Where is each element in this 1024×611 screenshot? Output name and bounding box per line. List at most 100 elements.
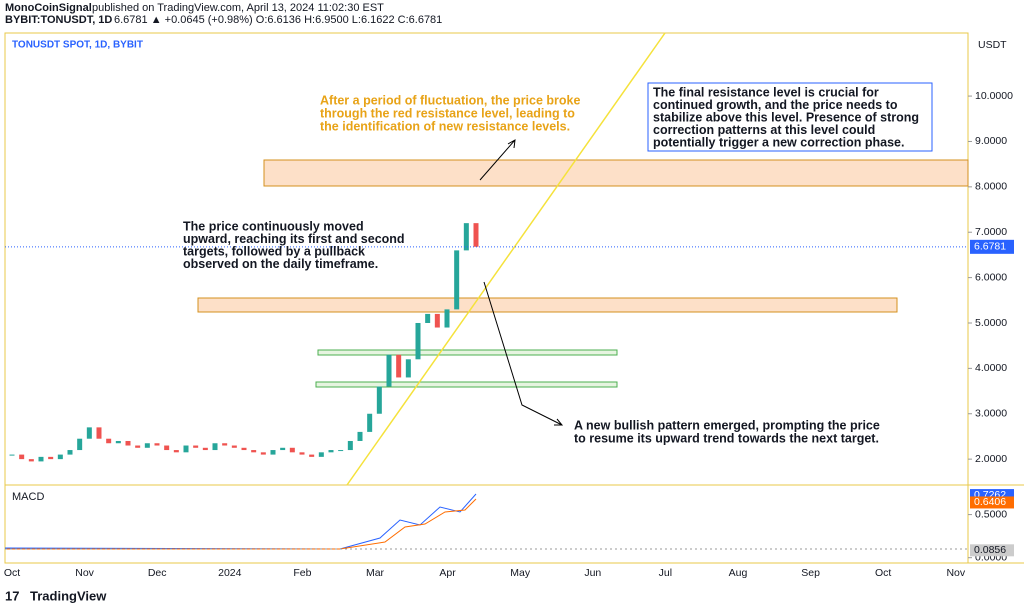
candle	[125, 440, 131, 446]
candle	[48, 456, 54, 460]
y-tick-label: 4.0000	[975, 362, 1007, 374]
x-tick-label: Feb	[293, 567, 311, 579]
candle	[222, 443, 228, 446]
trend-line	[346, 32, 666, 486]
candle	[154, 443, 160, 446]
annotation-text: The price continuously moved	[183, 219, 364, 233]
macd-value-label: 0.0856	[974, 544, 1006, 556]
y-axis-label: USDT	[978, 39, 1007, 51]
support-zone	[317, 349, 618, 356]
logo: 17	[5, 588, 19, 603]
candle	[202, 447, 208, 451]
y-tick-label: 10.0000	[975, 90, 1013, 102]
annotation-text: upward, reaching its first and second	[183, 232, 405, 246]
candle	[463, 223, 469, 251]
candle	[347, 440, 353, 451]
candle	[19, 454, 25, 460]
candle	[231, 445, 237, 448]
x-tick-label: Apr	[439, 567, 456, 579]
candle	[405, 359, 411, 378]
y-tick-label: 7.0000	[975, 226, 1007, 238]
x-tick-label: Mar	[366, 567, 385, 579]
y-tick-label: 5.0000	[975, 317, 1007, 329]
candle	[9, 454, 15, 456]
x-tick-label: Jun	[584, 567, 601, 579]
resistance-zone	[197, 297, 898, 313]
candle	[444, 309, 450, 328]
author: MonoCoinSignal	[5, 2, 92, 14]
annotation-text: potentially trigger a new correction pha…	[653, 136, 904, 150]
annotation-text: the identification of new resistance lev…	[320, 119, 570, 133]
candle	[376, 386, 382, 414]
candle	[280, 447, 286, 451]
candle	[270, 450, 276, 455]
candle	[135, 445, 141, 448]
candle	[28, 459, 34, 462]
y-tick-label: 2.0000	[975, 453, 1007, 465]
note-box	[647, 82, 933, 152]
x-tick-label: Dec	[148, 567, 167, 579]
last-price-box	[970, 239, 1014, 254]
candle	[183, 445, 189, 453]
candle	[357, 431, 363, 441]
y-tick-label: 3.0000	[975, 408, 1007, 420]
candle	[115, 440, 121, 444]
chart-title: TONUSDT SPOT, 1D, BYBIT	[12, 40, 143, 51]
candle	[251, 450, 257, 453]
x-tick-label: Sep	[801, 567, 820, 579]
signal-line	[5, 498, 477, 550]
x-tick-label: Nov	[75, 567, 94, 579]
x-tick-label: May	[510, 567, 531, 579]
y-tick-label: 6.0000	[975, 271, 1007, 283]
candle	[299, 452, 305, 455]
candle	[434, 313, 440, 328]
resistance-zone	[263, 159, 969, 187]
x-tick-label: Oct	[875, 567, 891, 579]
candle	[367, 413, 373, 432]
macd-title: MACD	[12, 491, 44, 503]
annotation-text: continued growth, and the price needs to	[653, 98, 898, 112]
annotation-text: correction patterns at this level could	[653, 123, 875, 137]
candle	[425, 313, 431, 323]
x-tick-label: Jul	[659, 567, 672, 579]
candle	[86, 427, 92, 439]
candle	[260, 452, 266, 455]
candle	[415, 322, 421, 360]
x-tick-label: 2024	[218, 567, 242, 579]
y-tick-label: 9.0000	[975, 135, 1007, 147]
symbol: BYBIT:TONUSDT, 1D	[5, 14, 112, 26]
macd-value-label: 0.6406	[974, 496, 1006, 508]
candle	[328, 450, 334, 453]
x-tick-label: Oct	[4, 567, 20, 579]
candle	[38, 456, 44, 462]
footer: TradingView	[30, 588, 107, 603]
candle	[67, 450, 73, 455]
candle	[241, 447, 247, 451]
candle	[386, 354, 392, 387]
quote: 6.6781 ▲ +0.0645 (+0.98%) O:6.6136 H:6.9…	[114, 14, 442, 26]
macd-tick-label: 0.5000	[975, 508, 1007, 520]
x-tick-label: Aug	[729, 567, 748, 579]
annotation-text: observed on the daily timeframe.	[183, 257, 378, 271]
candle	[96, 427, 102, 439]
candle	[164, 445, 170, 451]
last-price-label: 6.6781	[974, 241, 1006, 253]
candle	[193, 445, 199, 448]
candle	[173, 450, 179, 453]
candle	[212, 443, 218, 451]
candle	[454, 250, 460, 310]
support-zone	[315, 381, 618, 388]
annotation-text: stabilize above this level. Presence of …	[653, 110, 919, 124]
annotation-text: A new bullish pattern emerged, prompting…	[574, 418, 880, 432]
candle	[473, 223, 479, 247]
annotation-text: The final resistance level is crucial fo…	[653, 85, 879, 99]
arrow	[479, 139, 516, 181]
annotation-text: After a period of fluctuation, the price…	[320, 93, 580, 107]
arrow	[483, 281, 564, 426]
candle	[57, 454, 63, 460]
annotation-text: through the red resistance level, leadin…	[320, 106, 575, 120]
candle	[289, 447, 295, 453]
candle	[309, 454, 315, 457]
candle	[106, 438, 112, 444]
